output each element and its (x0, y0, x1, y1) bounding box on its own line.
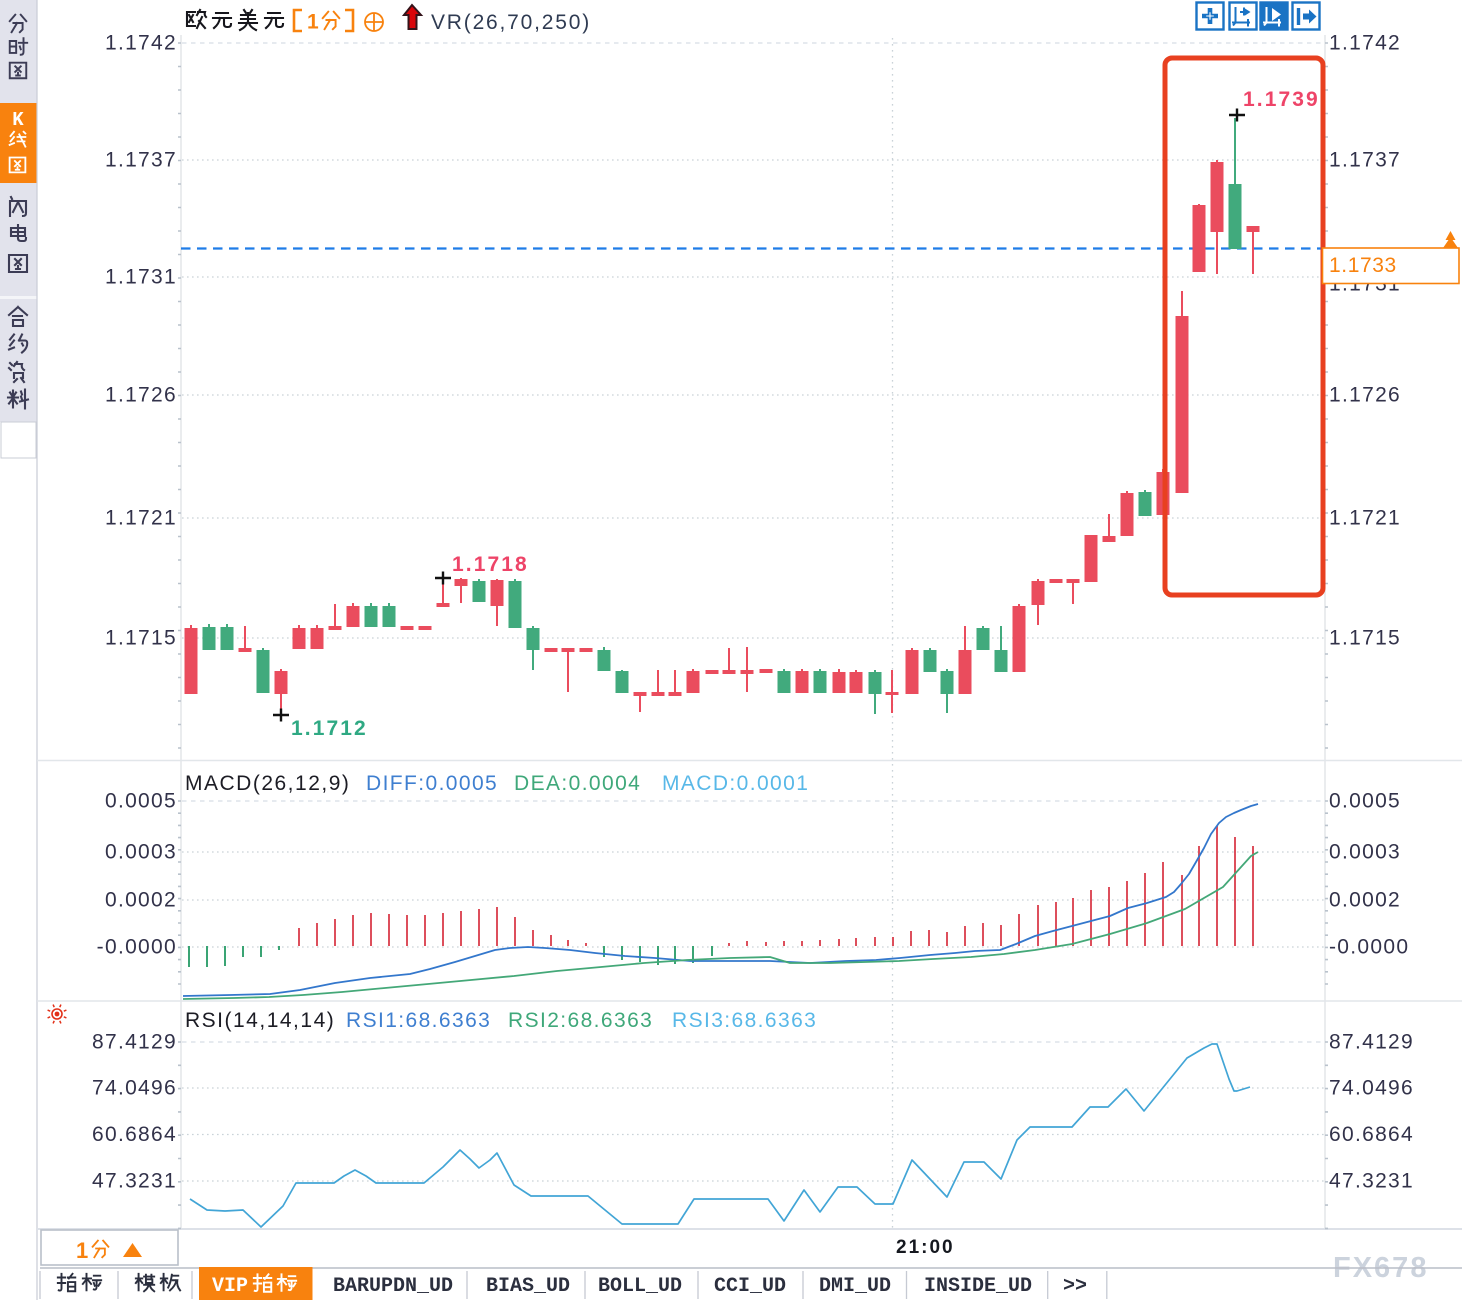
svg-text:RSI1:68.6363: RSI1:68.6363 (346, 1009, 491, 1032)
svg-text:60.6864: 60.6864 (1329, 1123, 1414, 1146)
svg-text:CCI_UD: CCI_UD (714, 1275, 786, 1298)
svg-text:INSIDE_UD: INSIDE_UD (924, 1275, 1032, 1298)
svg-text:1.1733: 1.1733 (1329, 254, 1397, 277)
svg-text:47.3231: 47.3231 (92, 1170, 177, 1193)
svg-text:MACD(26,12,9): MACD(26,12,9) (185, 772, 350, 795)
svg-text:1.1726: 1.1726 (1329, 384, 1401, 407)
svg-text:0.0003: 0.0003 (105, 841, 177, 864)
svg-text:>>: >> (1063, 1275, 1087, 1298)
svg-text:47.3231: 47.3231 (1329, 1170, 1414, 1193)
svg-text:1.1726: 1.1726 (105, 384, 177, 407)
svg-text:DEA:0.0004: DEA:0.0004 (514, 772, 641, 795)
svg-text:BIAS_UD: BIAS_UD (486, 1275, 570, 1298)
svg-text:1.1721: 1.1721 (105, 507, 177, 530)
svg-text:1.1721: 1.1721 (1329, 507, 1401, 530)
svg-text:1.1739: 1.1739 (1243, 88, 1320, 111)
svg-text:60.6864: 60.6864 (92, 1123, 177, 1146)
svg-text:74.0496: 74.0496 (1329, 1077, 1414, 1100)
svg-text:RSI2:68.6363: RSI2:68.6363 (508, 1009, 653, 1032)
svg-text:K: K (12, 109, 24, 131)
svg-text:0.0005: 0.0005 (1329, 790, 1401, 813)
svg-text:1.1715: 1.1715 (1329, 627, 1401, 650)
svg-text:0.0003: 0.0003 (1329, 841, 1401, 864)
svg-text:1: 1 (307, 11, 319, 34)
svg-text:BOLL_UD: BOLL_UD (598, 1275, 682, 1298)
svg-text:-0.0000: -0.0000 (1329, 936, 1409, 959)
svg-text:1.1715: 1.1715 (105, 627, 177, 650)
svg-text:1.1742: 1.1742 (105, 32, 177, 55)
svg-text:21:00: 21:00 (896, 1237, 955, 1258)
svg-text:0.0005: 0.0005 (105, 790, 177, 813)
svg-text:0.0002: 0.0002 (105, 889, 177, 912)
svg-text:BARUPDN_UD: BARUPDN_UD (333, 1275, 453, 1298)
svg-text:RSI(14,14,14): RSI(14,14,14) (185, 1009, 335, 1032)
svg-text:1: 1 (76, 1238, 88, 1263)
svg-text:-0.0000: -0.0000 (97, 936, 177, 959)
svg-text:1.1737: 1.1737 (105, 149, 177, 172)
svg-text:1.1712: 1.1712 (291, 717, 368, 740)
svg-text:1.1718: 1.1718 (452, 553, 529, 576)
svg-text:74.0496: 74.0496 (92, 1077, 177, 1100)
svg-text:1.1737: 1.1737 (1329, 149, 1401, 172)
svg-text:VIP: VIP (212, 1275, 248, 1298)
svg-text:0.0002: 0.0002 (1329, 889, 1401, 912)
svg-text:87.4129: 87.4129 (92, 1031, 177, 1054)
svg-text:VR(26,70,250): VR(26,70,250) (431, 11, 591, 34)
svg-text:DIFF:0.0005: DIFF:0.0005 (366, 772, 498, 795)
svg-text:DMI_UD: DMI_UD (819, 1275, 891, 1298)
svg-text:87.4129: 87.4129 (1329, 1031, 1414, 1054)
svg-text:RSI3:68.6363: RSI3:68.6363 (672, 1009, 817, 1032)
svg-text:1.1731: 1.1731 (105, 266, 177, 289)
svg-text:1.1742: 1.1742 (1329, 32, 1401, 55)
svg-text:MACD:0.0001: MACD:0.0001 (662, 772, 809, 795)
